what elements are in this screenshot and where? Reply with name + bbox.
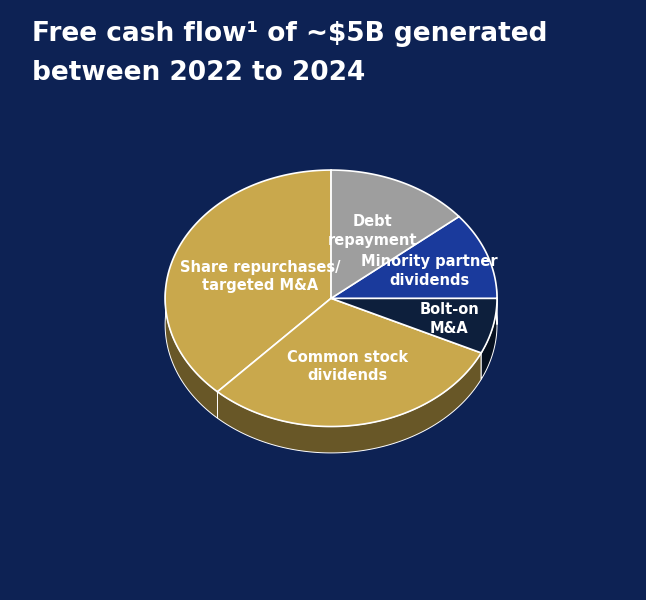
Polygon shape: [218, 298, 481, 427]
Polygon shape: [165, 170, 331, 392]
Polygon shape: [331, 217, 497, 298]
Polygon shape: [331, 298, 497, 353]
Polygon shape: [218, 353, 481, 453]
Polygon shape: [481, 298, 497, 379]
Text: Common stock
dividends: Common stock dividends: [287, 350, 408, 383]
Text: Minority partner
dividends: Minority partner dividends: [361, 254, 498, 288]
Text: Debt
repayment: Debt repayment: [328, 214, 417, 248]
Text: Share repurchases/
targeted M&A: Share repurchases/ targeted M&A: [180, 260, 340, 293]
Polygon shape: [165, 289, 218, 418]
Text: Bolt-on
M&A: Bolt-on M&A: [419, 302, 479, 335]
Text: Free cash flow¹ of ~$5B generated: Free cash flow¹ of ~$5B generated: [32, 21, 548, 47]
Text: between 2022 to 2024: between 2022 to 2024: [32, 60, 366, 86]
Polygon shape: [331, 170, 459, 298]
